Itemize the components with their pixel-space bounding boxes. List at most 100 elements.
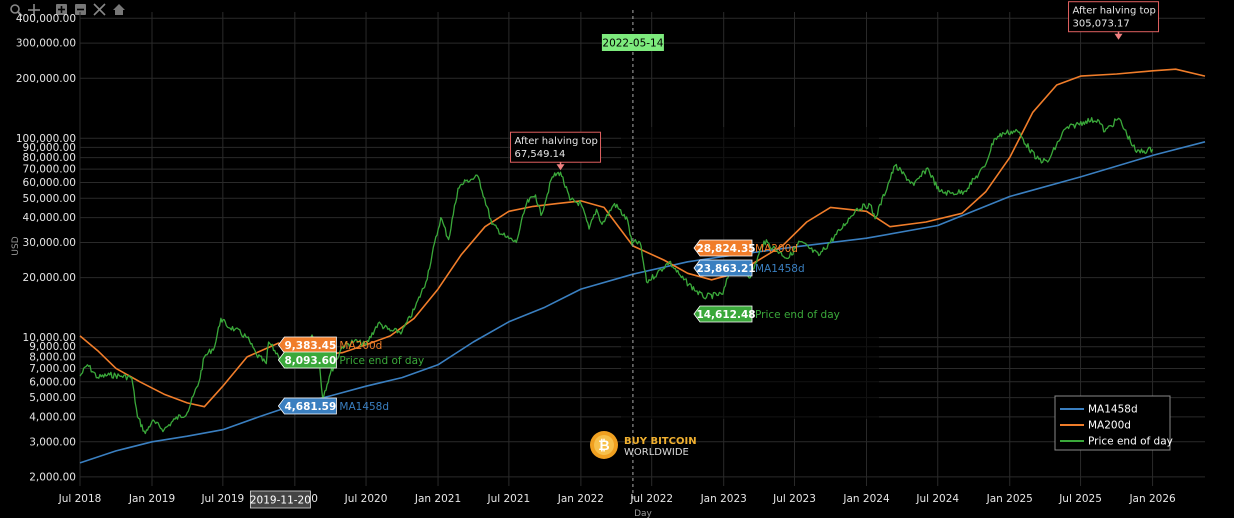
hover-label-box	[277, 397, 337, 415]
x-tick-label: Jan 2021	[414, 493, 461, 505]
y-tick-label: 6,000.00	[29, 376, 76, 388]
x-tick-label: Jan 2023	[700, 493, 747, 505]
y-tick-label: 7,000.00	[29, 363, 76, 375]
x-tick-label: Jul 2023	[772, 493, 816, 505]
annotation-value: 67,549.14	[515, 149, 566, 160]
x-tick-label: Jan 2025	[986, 493, 1033, 505]
legend-item-ma200d[interactable]: MA200d	[1060, 420, 1131, 432]
y-tick-label: 300,000.00	[16, 38, 76, 50]
hover-label-box	[693, 239, 753, 257]
zoom-out-icon[interactable]	[75, 4, 86, 15]
zoom-icon[interactable]	[10, 4, 23, 17]
autoscale-icon[interactable]	[93, 3, 106, 16]
hover-label-ma1458-mid: 23,863.21 MA1458d	[693, 259, 805, 277]
y-tick-label: 90,000.00	[23, 142, 76, 154]
hover-label-value: 9,383.45	[284, 340, 336, 352]
y-tick-label: 200,000.00	[16, 73, 76, 85]
watermark-line1: BUY BITCOIN	[624, 436, 697, 447]
legend-label: MA1458d	[1088, 404, 1138, 416]
y-tick-label: 9,000.00	[29, 341, 76, 353]
reset-axes-icon[interactable]	[113, 4, 125, 15]
hover-label-value: 23,863.21	[696, 263, 755, 275]
bitcoin-symbol: ₿	[598, 438, 609, 454]
hover-label-series: MA200d	[339, 340, 382, 352]
hover-label-box	[277, 351, 337, 369]
x-tick-label: Jul 2024	[915, 493, 959, 505]
hover-date-label-left: 2019-11-20	[250, 490, 311, 509]
annotation-box	[510, 131, 602, 163]
hover-label-series: MA1458d	[339, 401, 389, 413]
x-tick-label: Jul 2018	[58, 493, 102, 505]
series-line-price-end-of-day	[79, 117, 1154, 435]
hover-date-text: 2019-11-20	[250, 495, 311, 507]
x-tick-label: Jul 2021	[487, 493, 531, 505]
y-tick-label: 4,000.00	[29, 411, 76, 423]
hover-label-value: 4,681.59	[284, 401, 336, 413]
hover-label-value: 28,824.35	[696, 243, 755, 255]
y-tick-label: 3,000.00	[29, 436, 76, 448]
legend-label: Price end of day	[1088, 436, 1173, 448]
y-tick-label: 400,000.00	[16, 13, 76, 25]
y-tick-label: 60,000.00	[23, 177, 76, 189]
x-axis-label: Day	[634, 509, 652, 518]
series-line-ma1458d	[79, 141, 1206, 464]
hover-label-series: Price end of day	[755, 309, 840, 321]
annotation-label: After halving top	[1073, 6, 1156, 17]
annotation-arrowhead	[556, 164, 565, 171]
legend-label: MA200d	[1088, 420, 1131, 432]
y-tick-label: 5,000.00	[29, 392, 76, 404]
zoom-in-icon[interactable]	[56, 4, 67, 15]
y-tick-label: 40,000.00	[23, 212, 76, 224]
series-lines	[79, 68, 1206, 464]
x-tick-label: Jul 2019	[200, 493, 244, 505]
hover-label-price-mid: 14,612.48 Price end of day	[693, 305, 840, 323]
hover-label-ma200-mid: 28,824.35 MA200d	[693, 239, 798, 257]
hover-label-box	[693, 259, 753, 277]
y-tick-label: 10,000.00	[23, 332, 76, 344]
hover-label-ma1458-left: 4,681.59 MA1458d	[277, 397, 389, 415]
y-axis-label: USD	[11, 236, 21, 255]
hover-label-series: MA1458d	[755, 263, 805, 275]
hover-date-text: 2022-05-14	[602, 38, 663, 50]
annotation-label: After halving top	[515, 136, 598, 147]
hover-label-series: Price end of day	[339, 355, 424, 367]
annotation-box	[1068, 1, 1160, 33]
x-tick-label: Jan 2019	[128, 493, 175, 505]
y-tick-label: 2,000.00	[29, 471, 76, 483]
legend-item-price-end-of-day[interactable]: Price end of day	[1060, 436, 1173, 448]
hover-label-series: MA200d	[755, 243, 798, 255]
y-tick-label: 30,000.00	[23, 237, 76, 249]
modebar	[10, 3, 125, 17]
pan-icon[interactable]	[28, 4, 40, 16]
hover-label-box	[693, 305, 753, 323]
y-axis-ticks: 2,000.00 3,000.00 4,000.00 5,000.00 6,000.00…	[16, 13, 76, 484]
y-tick-label: 100,000.00	[16, 133, 76, 145]
hover-label-value: 8,093.60	[284, 355, 336, 367]
hover-label-price-left: 8,093.60 Price end of day	[277, 351, 424, 369]
legend-item-ma1458d[interactable]: MA1458d	[1060, 404, 1138, 416]
annotation-arrowhead	[1114, 33, 1123, 40]
y-tick-label: 70,000.00	[23, 164, 76, 176]
hover-label-value: 14,612.48	[696, 309, 755, 321]
annotation-after-halving-top: After halving top 305,073.17	[1068, 1, 1160, 40]
annotation-value: 305,073.17	[1073, 19, 1130, 30]
y-tick-label: 80,000.00	[23, 152, 76, 164]
y-tick-label: 20,000.00	[23, 272, 76, 284]
legend: MA1458d MA200d Price end of day	[1054, 395, 1173, 451]
y-tick-label: 50,000.00	[23, 193, 76, 205]
series-line-ma200d	[79, 68, 1206, 408]
hover-date-label-mid: 2022-05-14	[601, 34, 664, 51]
hover-label-ma200-left: 9,383.45 MA200d	[277, 336, 382, 354]
x-tick-label: Jan 2026	[1128, 493, 1176, 505]
watermark-logo: ₿ BUY BITCOIN WORLDWIDE	[590, 431, 697, 459]
x-tick-label: Jul 2020	[344, 493, 388, 505]
x-tick-label: Jul 2025	[1058, 493, 1102, 505]
y-tick-label: 8,000.00	[29, 351, 76, 363]
x-tick-label: Jul 2022	[629, 493, 673, 505]
annotation-after-halving-top: After halving top 67,549.14	[510, 131, 602, 171]
